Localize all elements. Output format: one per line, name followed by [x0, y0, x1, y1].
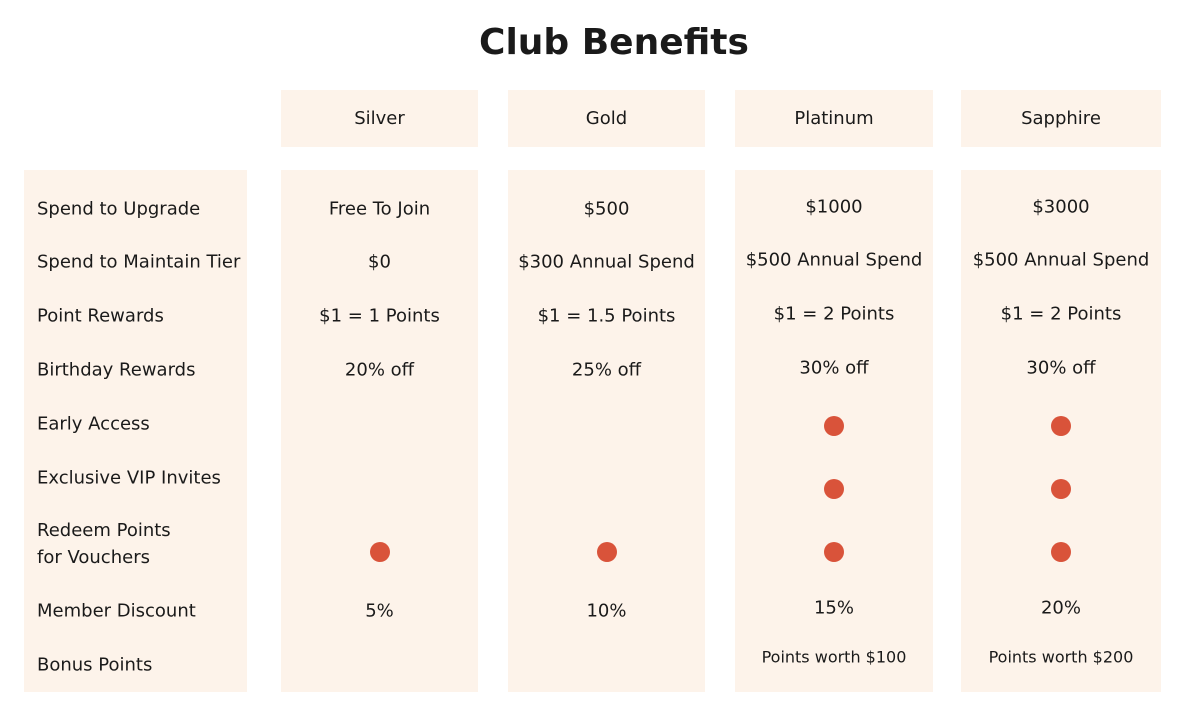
page-title: Club Benefits [479, 22, 749, 63]
tier-header: Silver [281, 90, 478, 147]
included-dot [1051, 542, 1071, 562]
cell-value: $300 Annual Spend [518, 251, 695, 273]
cell-value: $500 [583, 198, 630, 220]
included-dot [1051, 479, 1071, 499]
cell-value: 15% [813, 597, 854, 619]
row-label: Redeem Points for Vouchers [37, 520, 171, 568]
included-dot [824, 416, 844, 436]
cell-value: $500 Annual Spend [745, 249, 923, 271]
row-label: Bonus Points [37, 654, 153, 676]
cell-value: $500 Annual Spend [972, 249, 1150, 271]
cell-value: 20% [1040, 597, 1081, 619]
tier-column [508, 170, 705, 692]
cell-value: Points worth $200 [988, 647, 1134, 667]
cell-value: $1 = 1.5 Points [537, 305, 676, 327]
cell-value: 5% [365, 600, 394, 622]
cell-value: $1 = 2 Points [773, 303, 895, 325]
included-dot [369, 542, 390, 562]
cell-value: $1000 [805, 196, 863, 218]
row-label: Birthday Rewards [37, 359, 196, 381]
tier-header: Gold [508, 90, 705, 147]
cell-value: 30% off [799, 357, 869, 379]
cell-value: 10% [586, 600, 627, 622]
label-column [24, 170, 247, 692]
tier-column [281, 170, 478, 692]
tier-header: Platinum [735, 90, 933, 147]
cell-value: $1 = 2 Points [1000, 303, 1122, 325]
included-dot [824, 542, 844, 562]
tier-header: Sapphire [961, 90, 1161, 147]
cell-value: $0 [368, 251, 391, 273]
cell-value: 30% off [1026, 357, 1096, 379]
included-dot [824, 479, 844, 499]
row-label: Point Rewards [37, 305, 164, 327]
cell-value: 25% off [571, 359, 642, 381]
cell-value: $3000 [1032, 196, 1090, 218]
cell-value: Free To Join [328, 198, 431, 220]
row-label: Spend to Upgrade [37, 198, 201, 220]
cell-value: $1 = 1 Points [319, 305, 440, 327]
row-label: Spend to Maintain Tier [37, 251, 241, 273]
row-label: Early Access [37, 413, 150, 435]
cell-value: Points worth $100 [761, 647, 907, 667]
cell-value: 20% off [344, 359, 415, 381]
row-label: Exclusive VIP Invites [37, 467, 221, 489]
row-label: Member Discount [37, 600, 196, 622]
included-dot [1051, 416, 1071, 436]
included-dot [596, 542, 617, 562]
